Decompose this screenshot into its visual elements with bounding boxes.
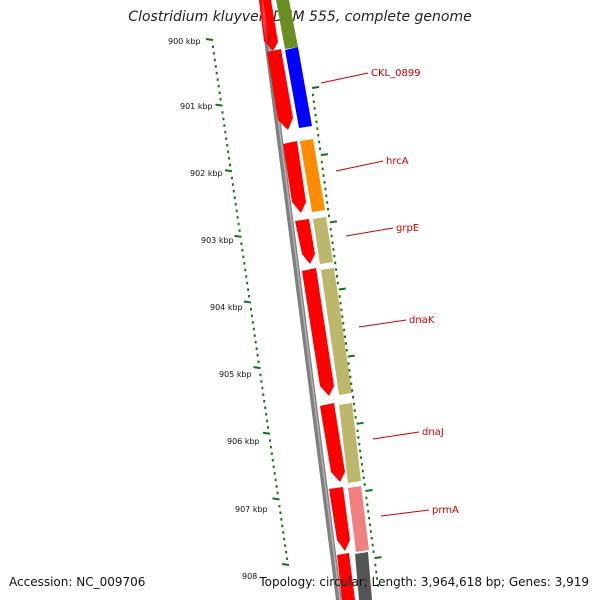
map-title: Clostridium kluyveri DSM 555, complete g… (128, 9, 472, 25)
major-tick (215, 103, 223, 107)
major-tick (205, 38, 214, 41)
leader-line-ckl-0899 (320, 72, 369, 84)
major-tick (281, 563, 290, 566)
gene-dark-block (355, 552, 372, 600)
leader-line-grpe (345, 227, 394, 237)
gene-block-dnaj (339, 403, 361, 483)
outer-major-tick (374, 556, 382, 560)
cds-arrow (329, 487, 350, 551)
outer-major-tick (356, 421, 364, 425)
outer-major-tick (365, 488, 373, 492)
outer-position-ruler (311, 86, 382, 587)
cds-arrow (302, 268, 334, 396)
gene-block-ckl-0899 (285, 47, 312, 128)
gene-labels: CKL_0899 hrcA grpE dnaK dnaJ prmA (371, 68, 459, 516)
position-ruler (205, 38, 290, 566)
major-tick (234, 234, 242, 238)
gene-label-dnaj[interactable]: dnaJ (422, 427, 444, 438)
tick-label-902: 902 kbp (190, 169, 223, 178)
tick-label-904: 904 kbp (210, 303, 243, 312)
major-tick (272, 497, 280, 501)
major-tick (253, 366, 261, 370)
major-tick (262, 431, 271, 435)
tick-labels: 900 kbp 901 kbp 902 kbp 903 kbp 904 kbp … (168, 37, 268, 581)
gene-olive-block (276, 0, 298, 49)
gene-block-prma (348, 486, 369, 552)
gene-track (276, 0, 372, 600)
outer-major-tick (338, 287, 346, 291)
cds-arrow (283, 141, 306, 213)
accession-text: Accession: NC_009706 (9, 575, 146, 589)
tick-label-903: 903 kbp (201, 236, 234, 245)
gene-label-prma[interactable]: prmA (432, 505, 459, 516)
gene-label-dnak[interactable]: dnaK (409, 315, 435, 326)
tick-label-901: 901 kbp (180, 102, 213, 111)
leader-line-dnak (358, 319, 407, 328)
tick-label-906: 906 kbp (227, 437, 260, 446)
gene-label-hrca[interactable]: hrcA (386, 156, 409, 167)
outer-major-tick (311, 86, 320, 89)
cds-arrow (295, 219, 315, 264)
gene-leader-lines (320, 72, 430, 517)
gene-block-grpe (313, 217, 333, 264)
cds-arrow (337, 553, 355, 600)
tick-label-907: 907 kbp (235, 505, 268, 514)
gene-block-dnak (321, 268, 352, 395)
cds-track (259, 0, 355, 600)
leader-line-dnaj (372, 431, 420, 440)
tick-label-908: 908 (242, 572, 257, 581)
outer-major-tick (347, 354, 355, 358)
tick-label-905: 905 kbp (219, 370, 252, 379)
cds-arrow (267, 49, 293, 130)
genome-summary-text: Topology: circular; Length: 3,964,618 bp… (259, 575, 589, 589)
cds-arrow (320, 403, 345, 482)
major-tick (224, 169, 233, 173)
leader-line-prma (380, 509, 430, 517)
outer-major-tick (320, 153, 329, 157)
leader-line-hrca (335, 160, 384, 172)
gene-block-hrca (300, 139, 325, 212)
gene-label-grpe[interactable]: grpE (396, 223, 419, 234)
gene-label-ckl-0899[interactable]: CKL_0899 (371, 68, 421, 79)
outer-major-tick (329, 220, 337, 224)
major-tick (243, 300, 252, 304)
tick-label-900: 900 kbp (168, 37, 201, 46)
